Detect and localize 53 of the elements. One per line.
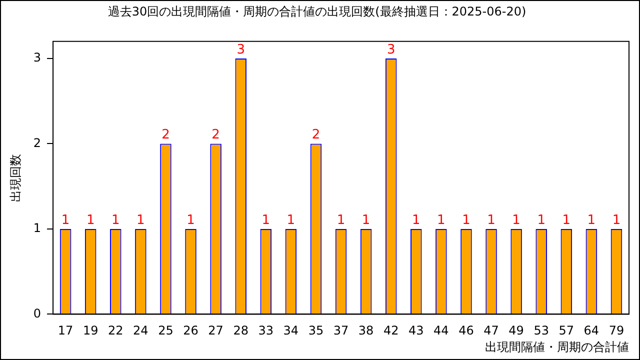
data-label: 1 [286, 212, 296, 228]
x-tick-label: 49 [508, 324, 524, 338]
x-tick-label: 26 [183, 324, 198, 338]
x-tick-label: 34 [283, 324, 299, 338]
data-label: 1 [112, 212, 120, 228]
data-label: 2 [312, 128, 320, 143]
x-tick-label: 17 [58, 324, 74, 338]
data-label: 1 [462, 212, 470, 228]
x-tick-label: 37 [333, 324, 349, 338]
x-tick-label: 22 [108, 324, 124, 338]
data-label: 1 [86, 212, 95, 228]
data-label: 1 [437, 212, 446, 228]
data-label: 1 [336, 212, 346, 228]
data-label: 1 [612, 212, 621, 228]
data-label: 1 [412, 212, 420, 228]
y-tick-label: 1 [33, 221, 42, 236]
x-axis-title: 出現間隔値・周期の合計値 [485, 340, 629, 354]
chart-title: 過去30回の出現間隔値・周期の合計値の出現回数(最終抽選日：2025-06-20) [108, 4, 526, 18]
data-label: 3 [236, 42, 245, 58]
x-tick-label: 33 [258, 324, 274, 338]
x-tick-label: 28 [233, 324, 248, 338]
x-tick-label: 64 [584, 324, 600, 338]
data-label: 1 [587, 212, 596, 228]
x-tick-label: 53 [534, 324, 549, 338]
y-tick-label: 2 [33, 136, 42, 150]
x-tick-label: 57 [558, 324, 574, 338]
x-tick-label: 46 [458, 324, 474, 338]
y-axis-title: 出現回数 [8, 154, 22, 202]
data-label: 1 [186, 212, 195, 228]
data-label: 1 [61, 212, 70, 228]
x-tick-label: 24 [133, 324, 148, 338]
data-label: 1 [362, 212, 370, 228]
data-label: 2 [212, 128, 220, 143]
data-label: 2 [162, 128, 170, 143]
data-label: 1 [537, 212, 546, 228]
x-tick-label: 35 [308, 324, 324, 338]
x-tick-label: 42 [383, 324, 399, 338]
x-tick-label: 27 [208, 324, 224, 338]
x-tick-label: 47 [484, 324, 499, 338]
x-tick-label: 38 [358, 324, 374, 338]
x-tick-label: 25 [158, 324, 174, 338]
y-tick-label: 3 [33, 50, 42, 65]
data-label: 1 [262, 212, 270, 228]
x-tick-label: 79 [608, 324, 624, 338]
x-tick-label: 43 [408, 324, 424, 338]
data-label: 3 [386, 42, 396, 58]
data-label: 1 [487, 212, 496, 228]
x-tick-label: 44 [434, 324, 449, 338]
y-tick-label: 0 [33, 306, 42, 320]
data-label: 1 [136, 212, 145, 228]
x-tick-label: 19 [82, 324, 98, 338]
data-label: 1 [562, 212, 571, 228]
data-label: 1 [512, 212, 520, 228]
